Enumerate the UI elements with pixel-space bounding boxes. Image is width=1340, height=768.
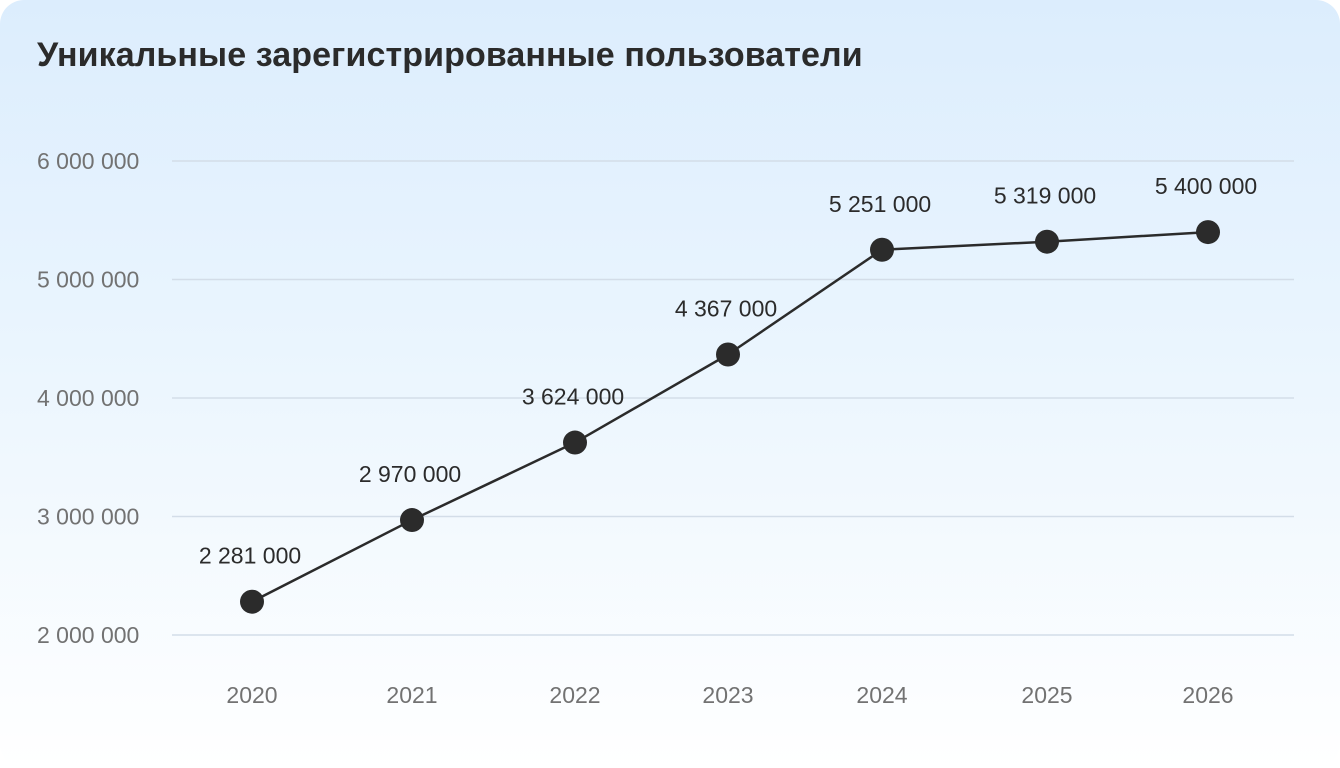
data-point	[400, 508, 424, 533]
x-tick-label: 2025	[1021, 682, 1072, 708]
data-point	[563, 430, 587, 455]
data-label: 5 251 000	[829, 191, 931, 217]
chart-title: Уникальные зарегистрированные пользовате…	[37, 36, 863, 74]
x-tick-label: 2026	[1182, 682, 1233, 708]
data-label: 2 970 000	[359, 461, 461, 487]
data-point	[1196, 220, 1220, 245]
y-tick-label: 5 000 000	[37, 267, 139, 293]
x-tick-label: 2021	[386, 682, 437, 708]
y-tick-label: 2 000 000	[37, 622, 139, 648]
x-tick-label: 2022	[549, 682, 600, 708]
data-label: 5 319 000	[994, 183, 1096, 209]
data-point	[240, 589, 264, 614]
data-point	[1035, 229, 1059, 254]
x-tick-label: 2020	[226, 682, 277, 708]
x-tick-label: 2023	[702, 682, 753, 708]
data-label: 5 400 000	[1155, 173, 1257, 199]
x-tick-label: 2024	[856, 682, 907, 708]
y-tick-label: 4 000 000	[37, 385, 139, 411]
data-point	[870, 237, 894, 262]
data-label: 3 624 000	[522, 384, 624, 410]
data-point	[716, 342, 740, 367]
y-tick-label: 6 000 000	[37, 148, 139, 174]
y-tick-label: 3 000 000	[37, 504, 139, 530]
series-line	[251, 230, 1209, 603]
data-label: 4 367 000	[675, 296, 777, 322]
data-label: 2 281 000	[199, 543, 301, 569]
